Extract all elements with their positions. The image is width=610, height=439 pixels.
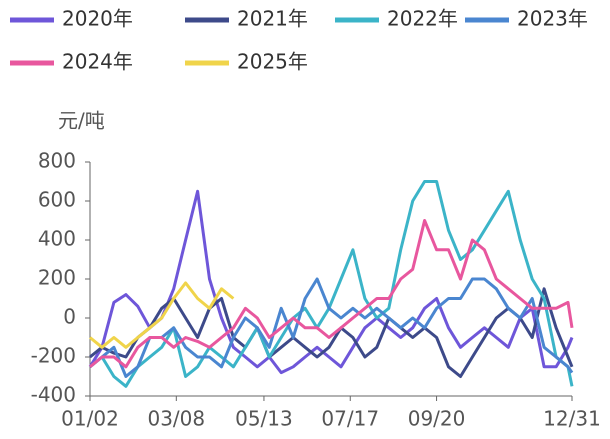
y-tick-label: 0 [63,305,76,329]
series-line [88,189,574,375]
x-tick-label: 05/13 [235,407,293,431]
legend-label: 2024年 [62,50,133,74]
x-tick-label: 09/20 [408,407,466,431]
y-tick-label: -200 [31,344,76,368]
y-tick-label: -400 [31,383,76,407]
y-axis-label: 元/吨 [58,109,105,133]
x-tick-label: 12/31 [543,407,601,431]
legend-label: 2020年 [62,7,133,31]
y-tick-label: 600 [38,188,76,212]
y-tick-label: 400 [38,227,76,251]
y-tick-label: 200 [38,266,76,290]
y-tick-label: 800 [38,149,76,173]
series-line [89,281,235,349]
series-line [89,219,574,369]
series-line [89,277,574,378]
legend-label: 2023年 [517,7,588,31]
x-tick-label: 03/08 [147,407,205,431]
legend-label: 2022年 [387,7,458,31]
legend-label: 2025年 [237,50,308,74]
series-line [89,180,574,388]
legend-label: 2021年 [237,7,308,31]
legend: 2020年 2021年 2022年 2023年 2024年 2025年 [10,7,588,74]
x-tick-label: 07/17 [321,407,379,431]
x-tick-label: 01/02 [61,407,119,431]
